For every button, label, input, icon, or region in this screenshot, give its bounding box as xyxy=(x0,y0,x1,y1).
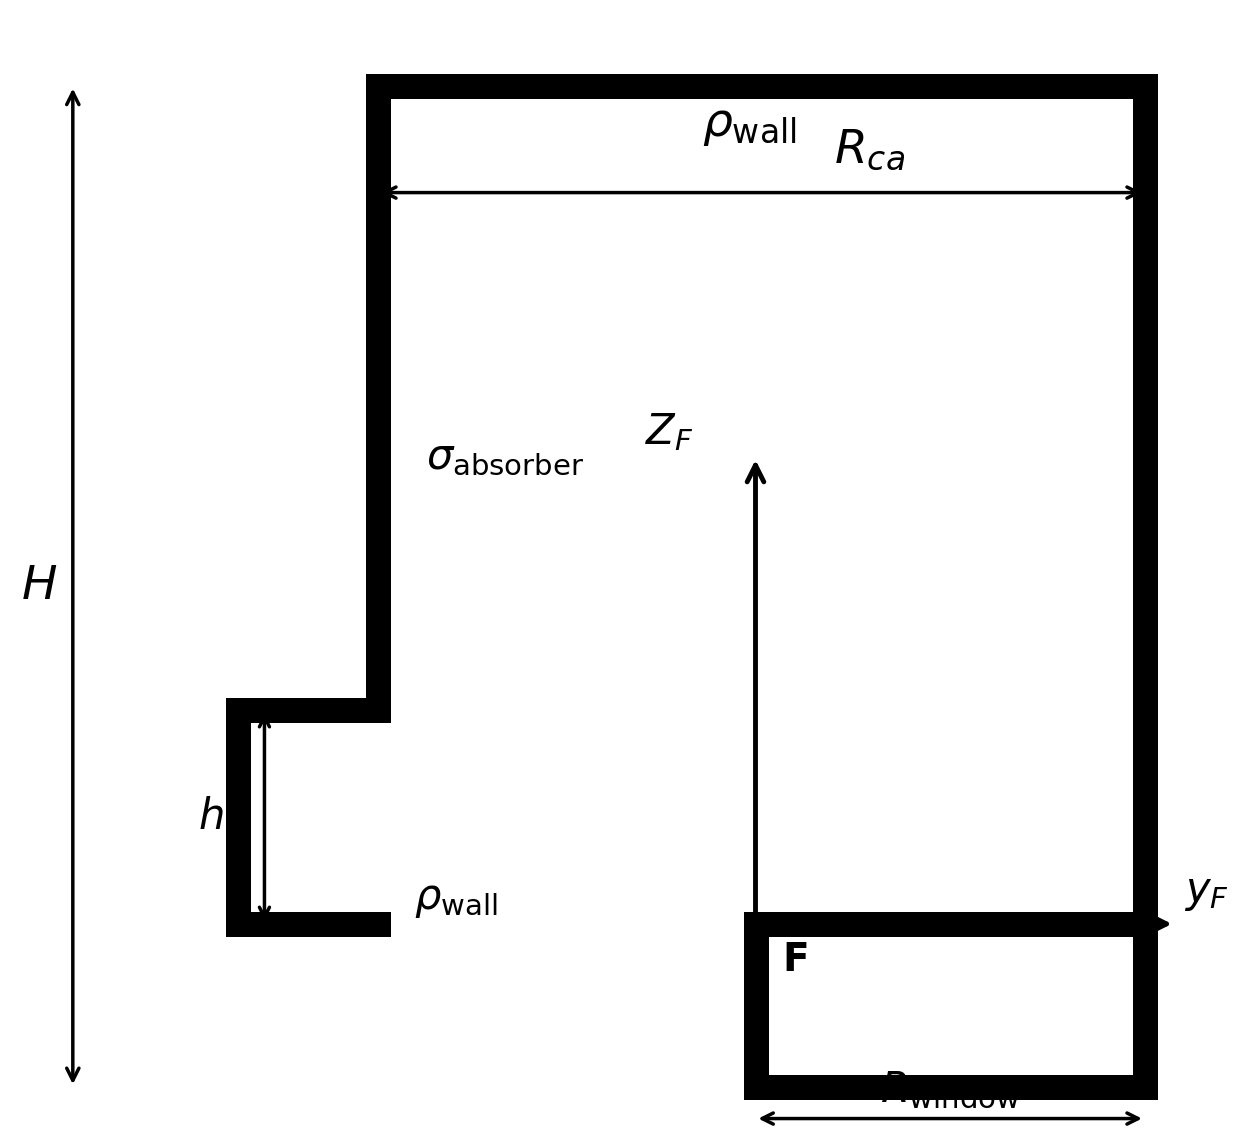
Text: $Z_F$: $Z_F$ xyxy=(645,411,693,453)
Text: $H$: $H$ xyxy=(21,564,57,609)
Text: $h$: $h$ xyxy=(197,796,223,838)
Text: $\mathbf{F}$: $\mathbf{F}$ xyxy=(782,941,807,978)
Text: $R_{\mathrm{window}}$: $R_{\mathrm{window}}$ xyxy=(880,1070,1021,1112)
Text: $y_F$: $y_F$ xyxy=(1184,871,1229,913)
Text: $\rho_{\mathrm{wall}}$: $\rho_{\mathrm{wall}}$ xyxy=(414,878,498,920)
Text: $R_{ca}$: $R_{ca}$ xyxy=(833,128,905,172)
Text: $\rho_{\mathrm{wall}}$: $\rho_{\mathrm{wall}}$ xyxy=(702,103,797,148)
Text: $\sigma_{\mathrm{absorber}}$: $\sigma_{\mathrm{absorber}}$ xyxy=(427,436,584,478)
